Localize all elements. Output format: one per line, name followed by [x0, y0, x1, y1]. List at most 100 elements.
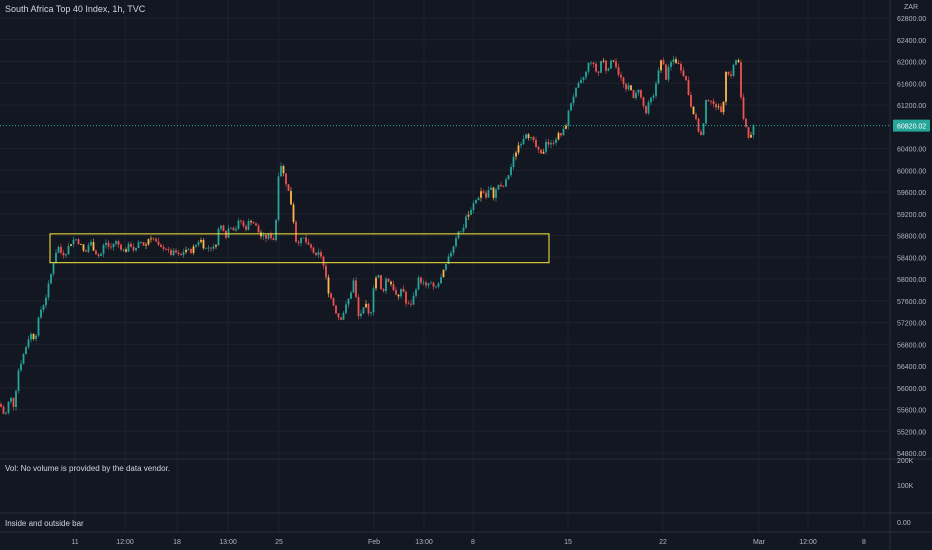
- time-tick-label: 13:00: [415, 539, 433, 546]
- candle: [612, 59, 615, 63]
- candle: [512, 153, 515, 171]
- candle: [75, 239, 77, 241]
- candle: [507, 175, 510, 181]
- candle: [437, 281, 440, 289]
- candle: [182, 248, 185, 258]
- candle: [325, 262, 327, 280]
- candle: [282, 164, 285, 177]
- candle: [152, 237, 155, 241]
- candle: [327, 274, 330, 298]
- candle: [252, 221, 255, 224]
- candle: [737, 58, 740, 64]
- candle: [695, 112, 697, 121]
- price-tick-label: 55600.00: [897, 408, 926, 415]
- candle: [332, 297, 335, 307]
- candle: [220, 224, 222, 232]
- candle: [350, 290, 352, 299]
- candle: [645, 105, 647, 116]
- candle: [597, 70, 600, 77]
- candle: [290, 187, 292, 205]
- price-tick-label: 60400.00: [897, 147, 926, 154]
- time-tick-label: 18: [173, 539, 181, 546]
- candle: [105, 239, 107, 249]
- candle: [575, 87, 577, 99]
- candle: [27, 336, 30, 349]
- candle: [387, 278, 390, 283]
- candle: [607, 67, 610, 72]
- candle: [550, 140, 552, 148]
- candle: [147, 238, 150, 246]
- candle: [227, 224, 230, 239]
- candle: [310, 243, 312, 251]
- candle: [697, 117, 700, 133]
- candle: [667, 64, 670, 83]
- candle: [547, 138, 550, 148]
- candle: [110, 242, 112, 250]
- candle: [107, 240, 110, 250]
- candle: [157, 237, 160, 247]
- candle: [685, 75, 687, 82]
- candle: [605, 60, 607, 74]
- candle: [370, 311, 372, 317]
- candle: [722, 101, 725, 116]
- candle: [330, 291, 332, 300]
- candle: [130, 241, 132, 248]
- candle: [520, 141, 522, 149]
- candle: [410, 300, 412, 307]
- candle: [532, 135, 535, 143]
- price-tick-label: 57200.00: [897, 321, 926, 328]
- candle: [577, 81, 580, 88]
- candle: [185, 246, 187, 254]
- candle: [485, 190, 487, 200]
- candle: [602, 57, 605, 64]
- time-tick-label: 8: [471, 539, 475, 546]
- price-tick-label: 58400.00: [897, 255, 926, 262]
- candle: [47, 280, 50, 301]
- candle: [95, 249, 97, 255]
- candle: [490, 185, 492, 191]
- candle: [552, 140, 555, 146]
- candle: [5, 411, 7, 415]
- candle: [705, 99, 707, 126]
- candle: [470, 207, 472, 216]
- candle: [160, 243, 162, 248]
- candle: [467, 211, 470, 221]
- candle: [712, 98, 715, 108]
- candle: [452, 245, 455, 256]
- candle: [635, 90, 637, 100]
- time-axis[interactable]: 11 12:00 18 13:00 25 Feb 13:00 8 15 22 Mar 12:00 8: [71, 539, 866, 546]
- candle: [495, 187, 497, 202]
- candle: [415, 288, 417, 299]
- range-rectangle-drawing[interactable]: [49, 233, 550, 264]
- candle: [582, 76, 585, 84]
- indicator-pane-label[interactable]: Inside and outside bar: [5, 519, 84, 528]
- candle: [407, 300, 410, 305]
- candle: [340, 316, 342, 321]
- candle: [337, 312, 340, 321]
- candle: [12, 397, 15, 411]
- price-axis[interactable]: 62800.00 62400.00 62000.00 61600.00 61200.00…: [893, 16, 930, 527]
- candle: [502, 185, 505, 188]
- candle: [670, 59, 672, 71]
- candle: [682, 67, 685, 78]
- candle: [660, 59, 662, 74]
- candle: [625, 82, 627, 92]
- volume-pane-label[interactable]: Vol: No volume is provided by the data v…: [5, 464, 170, 473]
- candle: [72, 236, 75, 248]
- candle: [445, 263, 447, 272]
- candle: [45, 294, 47, 309]
- candle: [232, 226, 235, 231]
- candle: [50, 273, 52, 285]
- candle: [262, 232, 265, 240]
- candle: [287, 184, 290, 191]
- candle: [187, 247, 190, 251]
- candle: [102, 243, 105, 258]
- candle: [367, 302, 370, 316]
- candle: [637, 89, 640, 96]
- currency-label: ZAR: [904, 4, 918, 11]
- candle: [440, 273, 442, 284]
- price-tick-label: 59600.00: [897, 190, 926, 197]
- candle: [642, 96, 645, 109]
- candle: [87, 242, 90, 254]
